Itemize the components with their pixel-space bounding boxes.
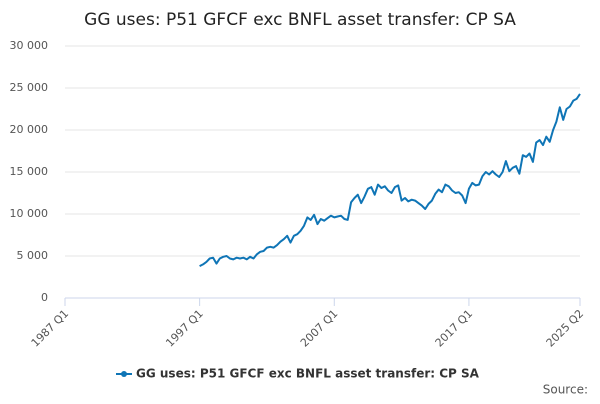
y-tick-label: 10 000: [10, 207, 49, 220]
y-tick-label: 25 000: [10, 81, 49, 94]
source: Source:: [543, 383, 588, 397]
legend-label: GG uses: P51 GFCF exc BNFL asset transfe…: [136, 367, 480, 381]
y-tick-label: 20 000: [10, 123, 49, 136]
y-tick-label: 5 000: [17, 249, 49, 262]
x-tick-label: 1997 Q1: [163, 307, 206, 350]
x-tick-label: 2017 Q1: [433, 307, 476, 350]
chart-title: GG uses: P51 GFCF exc BNFL asset transfe…: [84, 10, 516, 30]
series-line: [199, 93, 581, 267]
x-tick-label: 2007 Q1: [298, 307, 341, 350]
x-tick-label: 1987 Q1: [29, 307, 72, 350]
x-tick-label: 2025 Q2: [544, 307, 587, 350]
y-tick-label: 30 000: [10, 39, 49, 52]
y-tick-label: 0: [41, 291, 48, 304]
y-tick-label: 15 000: [10, 165, 49, 178]
legend-marker: [121, 371, 127, 377]
